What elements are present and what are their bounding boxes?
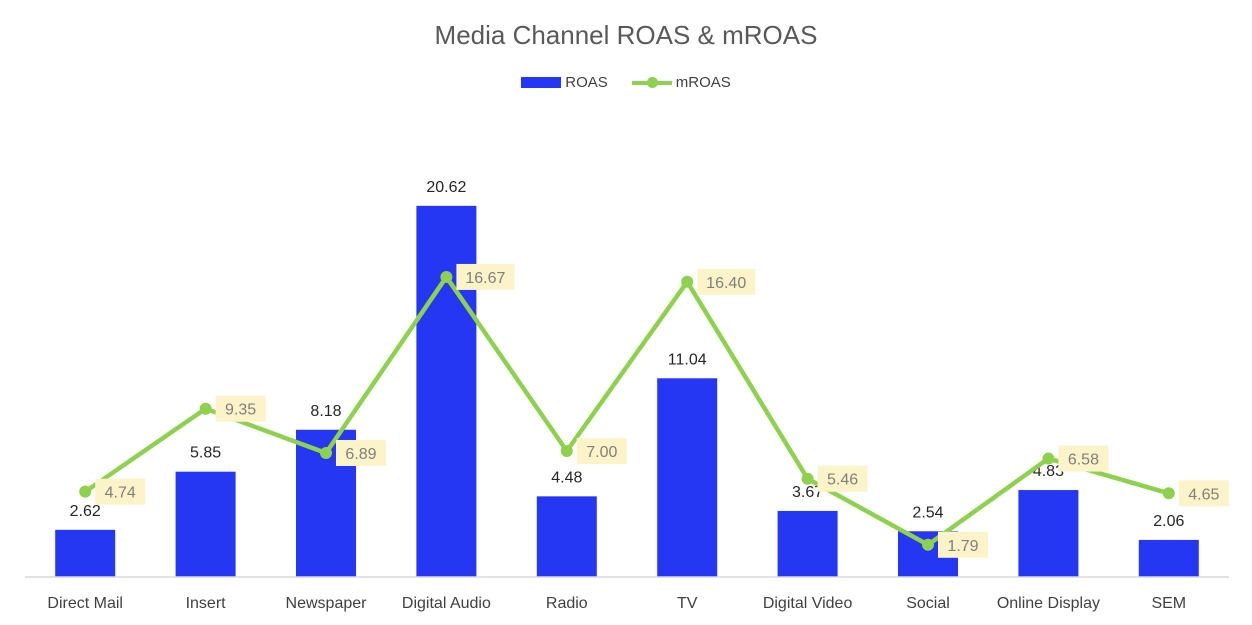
legend-item-roas: ROAS bbox=[521, 74, 608, 91]
x-tick-label: SEM bbox=[1151, 595, 1186, 612]
mroas-label-box bbox=[817, 465, 868, 492]
legend: ROAS mROAS bbox=[0, 74, 1252, 91]
mroas-data-label: 1.79 bbox=[947, 538, 978, 555]
legend-item-mroas: mROAS bbox=[631, 74, 731, 91]
mroas-point bbox=[79, 485, 92, 498]
legend-swatch-mroas bbox=[631, 76, 672, 88]
legend-dot-mroas bbox=[646, 76, 658, 88]
x-tick-label: Radio bbox=[546, 595, 588, 612]
roas-bar bbox=[175, 471, 236, 577]
roas-bar bbox=[657, 378, 718, 577]
roas-data-label: 4.48 bbox=[551, 469, 582, 486]
x-tick-label: Digital Video bbox=[763, 595, 853, 612]
x-tick-label: Digital Audio bbox=[402, 595, 491, 612]
roas-bar bbox=[777, 510, 838, 577]
x-tick-label: Newspaper bbox=[286, 595, 368, 612]
mroas-point bbox=[440, 270, 453, 283]
mroas-data-label: 4.74 bbox=[105, 485, 136, 502]
roas-data-label: 2.54 bbox=[912, 504, 943, 521]
legend-swatch-roas bbox=[521, 77, 562, 88]
roas-data-label: 8.18 bbox=[310, 403, 341, 420]
roas-bar bbox=[1138, 539, 1199, 577]
roas-data-label: 20.62 bbox=[426, 179, 466, 196]
x-tick-label: Online Display bbox=[997, 595, 1100, 612]
mroas-data-label: 5.46 bbox=[827, 472, 858, 489]
x-tick-label: Direct Mail bbox=[47, 595, 123, 612]
mroas-label-box bbox=[697, 268, 756, 295]
mroas-point bbox=[320, 446, 332, 459]
mroas-point bbox=[681, 275, 694, 288]
roas-data-label: 5.85 bbox=[190, 445, 221, 462]
mroas-point bbox=[199, 402, 212, 415]
mroas-point bbox=[1042, 452, 1055, 465]
mroas-label-box bbox=[336, 439, 386, 466]
legend-label-roas: ROAS bbox=[565, 74, 608, 91]
x-tick-label: Social bbox=[906, 595, 950, 612]
mroas-data-label: 16.40 bbox=[706, 275, 746, 292]
mroas-data-label: 6.89 bbox=[345, 446, 376, 463]
mroas-label-box bbox=[95, 478, 146, 505]
roas-bar bbox=[1018, 490, 1079, 577]
mroas-point bbox=[1162, 487, 1175, 500]
legend-label-mroas: mROAS bbox=[675, 74, 731, 91]
mroas-data-label: 4.65 bbox=[1188, 486, 1219, 503]
mroas-label-box bbox=[576, 438, 627, 464]
roas-bar bbox=[536, 496, 597, 577]
mroas-point bbox=[922, 538, 934, 551]
roas-bar bbox=[55, 529, 116, 577]
mroas-label-box bbox=[215, 395, 266, 422]
mroas-data-label: 7.00 bbox=[586, 444, 617, 461]
mroas-point bbox=[560, 445, 573, 457]
mroas-label-box bbox=[1058, 445, 1109, 472]
mroas-data-label: 6.58 bbox=[1068, 452, 1099, 469]
mroas-label-box bbox=[1178, 480, 1229, 507]
mroas-point bbox=[801, 472, 814, 485]
roas-data-label: 2.62 bbox=[70, 503, 101, 520]
roas-data-label: 4.83 bbox=[1033, 463, 1064, 480]
mroas-label-box bbox=[938, 531, 988, 558]
mroas-label-box bbox=[456, 263, 515, 290]
x-tick-label: TV bbox=[677, 595, 698, 612]
mroas-data-label: 9.35 bbox=[225, 402, 256, 419]
mroas-series-line bbox=[82, 274, 1172, 548]
roas-data-label: 2.06 bbox=[1153, 513, 1184, 530]
roas-data-label: 11.04 bbox=[668, 351, 707, 368]
x-tick-label: Insert bbox=[186, 595, 227, 612]
roas-data-label: 3.67 bbox=[792, 484, 823, 501]
mroas-data-label: 16.67 bbox=[465, 270, 505, 287]
roas-bar bbox=[416, 205, 477, 577]
chart-title: Media Channel ROAS & mROAS bbox=[434, 20, 818, 50]
